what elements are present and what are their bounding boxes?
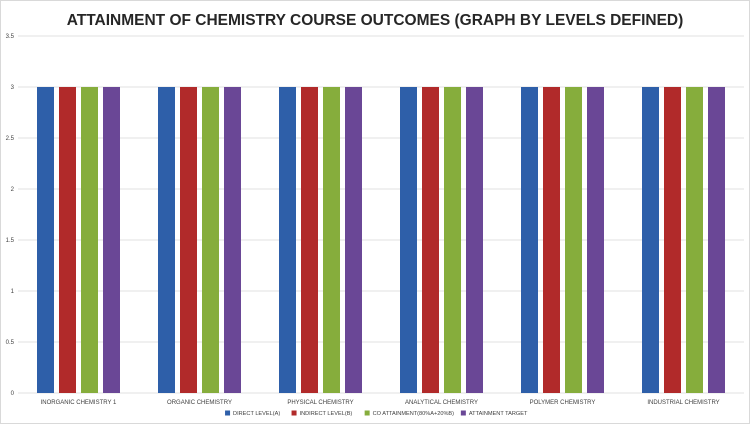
legend-label: DIRECT LEVEL(A) — [233, 411, 280, 417]
bar — [158, 87, 175, 393]
bar — [708, 87, 725, 393]
x-category-label: POLYMER CHEMISTRY — [530, 400, 596, 406]
y-tick-label: 3 — [11, 85, 15, 91]
bar — [664, 87, 681, 393]
y-axis-tick-labels: 0 0.5 1 1.5 2 2.5 3 3.5 — [6, 34, 15, 397]
bar — [59, 87, 76, 393]
bar — [686, 87, 703, 393]
legend: DIRECT LEVEL(A) INDIRECT LEVEL(B) CO ATTAI… — [225, 410, 528, 417]
bar — [642, 87, 659, 393]
y-tick-label: 1.5 — [6, 238, 15, 244]
x-category-label: ORGANIC CHEMISTRY — [167, 400, 232, 406]
bar — [345, 87, 362, 393]
bar — [521, 87, 538, 393]
gridlines — [18, 35, 744, 394]
y-tick-label: 3.5 — [6, 34, 15, 40]
x-axis-category-labels: INORGANIC CHEMISTRY 1 ORGANIC CHEMISTRY PH… — [41, 400, 720, 406]
bar — [400, 87, 417, 393]
legend-label: INDIRECT LEVEL(B) — [300, 411, 353, 417]
y-tick-label: 2 — [11, 187, 15, 193]
x-category-label: PHYSICAL CHEMISTRY — [287, 400, 353, 406]
bar — [279, 87, 296, 393]
bar — [224, 87, 241, 393]
y-tick-label: 1 — [11, 289, 15, 295]
y-tick-label: 0 — [11, 391, 15, 397]
bar — [422, 87, 439, 393]
chart-title: ATTAINMENT OF CHEMISTRY COURSE OUTCOMES … — [67, 12, 684, 29]
bar — [103, 87, 120, 393]
legend-swatch — [291, 410, 297, 416]
bar — [543, 87, 560, 393]
x-category-label: INDUSTRIAL CHEMISTRY — [647, 400, 719, 406]
bar — [444, 87, 461, 393]
bar — [587, 87, 604, 393]
legend-swatch — [225, 410, 231, 416]
bar — [323, 87, 340, 393]
y-tick-label: 2.5 — [6, 136, 15, 142]
bar — [565, 87, 582, 393]
legend-swatch — [460, 410, 466, 416]
legend-label: ATTAINMENT TARGET — [469, 411, 528, 417]
bar — [466, 87, 483, 393]
bar — [301, 87, 318, 393]
bars — [37, 87, 725, 393]
bar — [81, 87, 98, 393]
legend-label: CO ATTAINMENT(80%A+20%B) — [373, 411, 455, 417]
y-tick-label: 0.5 — [6, 340, 15, 346]
bar — [202, 87, 219, 393]
x-category-label: INORGANIC CHEMISTRY 1 — [41, 400, 117, 406]
x-category-label: ANALYTICAL CHEMISTRY — [405, 400, 478, 406]
bar — [180, 87, 197, 393]
bar — [37, 87, 54, 393]
legend-swatch — [364, 410, 370, 416]
